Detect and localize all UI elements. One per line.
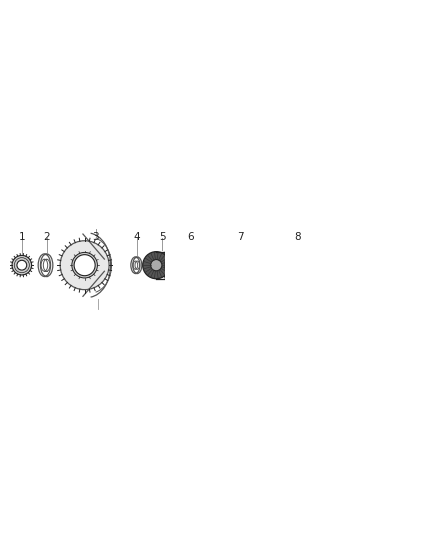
Ellipse shape [164,252,168,279]
Text: 6: 6 [187,232,194,243]
Circle shape [60,241,109,289]
Circle shape [223,255,231,263]
Circle shape [292,260,302,270]
Circle shape [143,252,170,279]
Circle shape [233,273,241,281]
Ellipse shape [165,260,166,271]
Circle shape [230,259,244,272]
Circle shape [243,255,251,263]
Circle shape [17,260,27,270]
Text: 7: 7 [237,232,244,243]
Circle shape [72,253,97,278]
Text: 2: 2 [43,232,50,243]
Text: 8: 8 [294,232,300,243]
Circle shape [12,255,32,275]
Circle shape [217,246,257,285]
Circle shape [233,261,241,269]
Circle shape [151,260,162,271]
Text: 4: 4 [134,232,140,243]
Text: 1: 1 [18,232,25,243]
Text: 3: 3 [92,232,99,243]
Circle shape [199,228,275,303]
Circle shape [74,255,95,276]
Text: 5: 5 [159,232,166,243]
